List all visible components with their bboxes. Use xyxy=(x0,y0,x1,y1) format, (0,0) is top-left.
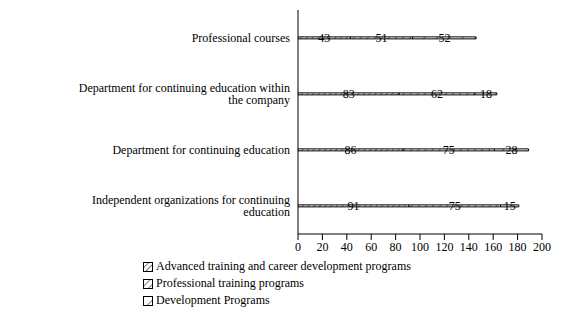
svg-text:180: 180 xyxy=(509,240,527,254)
svg-text:200: 200 xyxy=(533,240,551,254)
svg-text:100: 100 xyxy=(411,240,429,254)
svg-text:20: 20 xyxy=(316,240,328,254)
svg-text:Department for continuing educ: Department for continuing education with… xyxy=(79,81,290,107)
svg-text:40: 40 xyxy=(341,240,353,254)
svg-text:52: 52 xyxy=(438,31,450,45)
svg-text:60: 60 xyxy=(365,240,377,254)
svg-text:28: 28 xyxy=(506,143,518,157)
svg-text:Independent organizations for: Independent organizations for continuing… xyxy=(92,193,290,219)
html-text:Advanced training and career d: Advanced training and career development… xyxy=(156,259,411,273)
svg-text:51: 51 xyxy=(376,31,388,45)
svg-text:15: 15 xyxy=(504,199,516,213)
svg-text:120: 120 xyxy=(435,240,453,254)
svg-text:Professional courses: Professional courses xyxy=(192,31,291,45)
svg-text:91: 91 xyxy=(348,199,360,213)
svg-text:Department for continuing educ: Department for continuing education xyxy=(112,143,290,157)
svg-text:18: 18 xyxy=(480,87,492,101)
svg-text:160: 160 xyxy=(484,240,502,254)
svg-text:75: 75 xyxy=(449,199,461,213)
svg-text:62: 62 xyxy=(431,87,443,101)
svg-text:75: 75 xyxy=(443,143,455,157)
svg-text:140: 140 xyxy=(460,240,478,254)
svg-text:43: 43 xyxy=(318,31,330,45)
svg-text:0: 0 xyxy=(295,240,301,254)
html-text:Development Programs: Development Programs xyxy=(156,293,270,307)
svg-text:80: 80 xyxy=(390,240,402,254)
svg-text:83: 83 xyxy=(343,87,355,101)
svg-text:86: 86 xyxy=(344,143,356,157)
html-text:Professional training programs: Professional training programs xyxy=(156,276,304,290)
